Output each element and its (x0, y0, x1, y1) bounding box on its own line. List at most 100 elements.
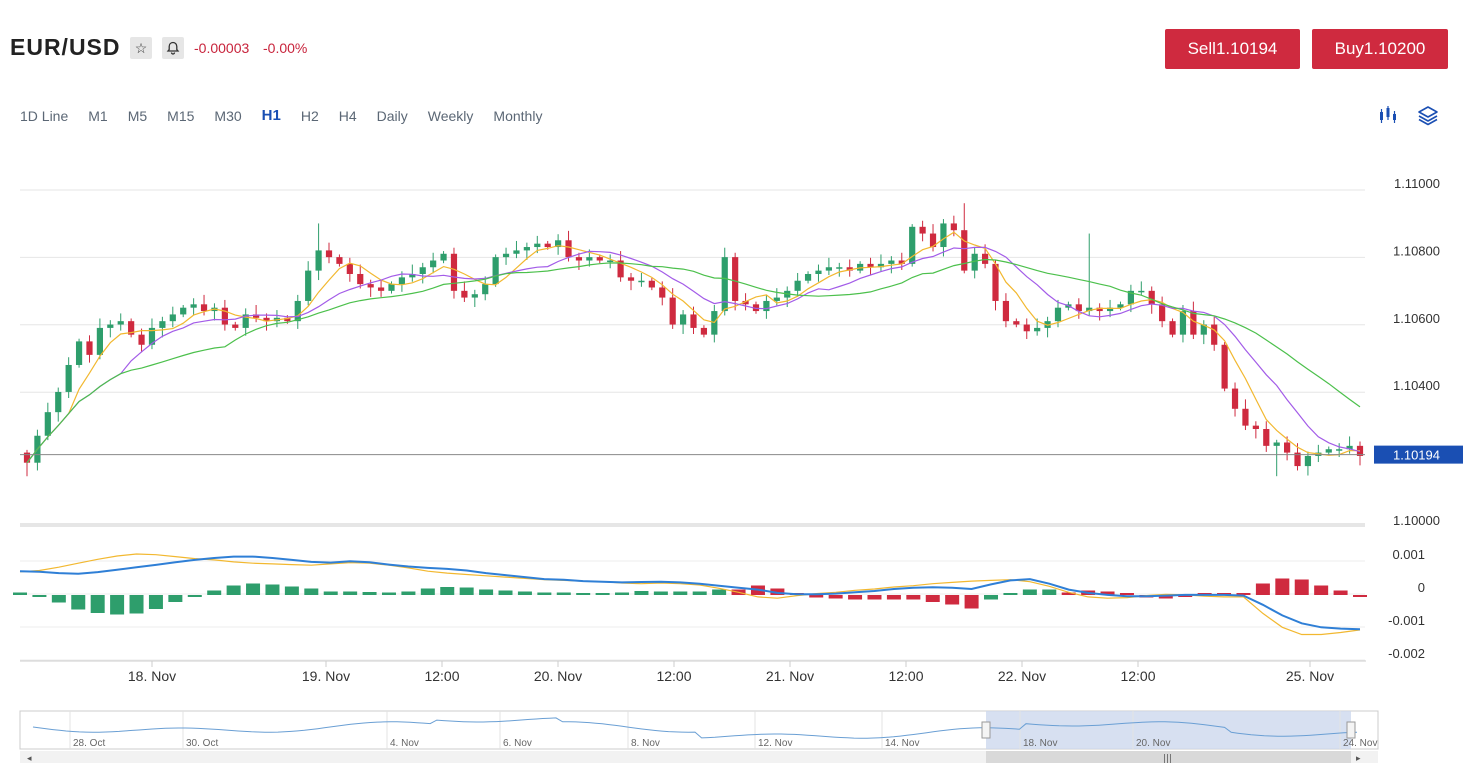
macd-histogram-bar (323, 591, 338, 595)
candle (398, 277, 406, 285)
candle (1346, 445, 1353, 450)
candle (836, 267, 843, 269)
header: EUR/USD ☆ -0.00003 -0.00% Sell1.10194 Bu… (0, 0, 1463, 95)
ma-mid-line (26, 246, 1361, 464)
macd-histogram-bar (576, 593, 591, 595)
macd-histogram-bar (712, 589, 727, 595)
tab-h2[interactable]: H2 (300, 108, 319, 124)
candle (742, 300, 749, 305)
x-tick-label: 18. Nov (128, 668, 176, 684)
sell-button[interactable]: Sell1.10194 (1165, 29, 1300, 69)
tab-monthly[interactable]: Monthly (493, 108, 543, 124)
candle (794, 280, 801, 291)
macd-histogram-bar (809, 595, 824, 598)
macd-histogram-bar (673, 591, 688, 595)
candle (1252, 425, 1259, 430)
candle (1117, 304, 1124, 308)
macd-histogram-bar (1333, 590, 1348, 595)
candle (773, 297, 780, 301)
candle (659, 287, 666, 298)
tab-m30[interactable]: M30 (214, 108, 242, 124)
price-change-pct: -0.00% (263, 40, 308, 56)
tab-h4[interactable]: H4 (338, 108, 357, 124)
macd-histogram-bar (90, 595, 105, 613)
macd-histogram-bar (381, 592, 396, 595)
macd-y-tick-label: -0.001 (1388, 613, 1425, 628)
candle (482, 284, 489, 295)
navigator-label: 18. Nov (1023, 738, 1057, 749)
buy-button[interactable]: Buy1.10200 (1312, 29, 1448, 69)
macd-histogram-bar (867, 595, 882, 600)
candle (232, 324, 239, 328)
candle (1273, 442, 1280, 446)
candle (263, 317, 270, 322)
macd-histogram-bar (1353, 595, 1367, 597)
navigator-label: 12. Nov (758, 738, 792, 749)
macd-histogram-bar (925, 595, 940, 602)
navigator-selection (986, 711, 1351, 749)
x-tick-label: 12:00 (424, 668, 459, 684)
candle (1231, 388, 1239, 409)
candle (55, 391, 62, 413)
macd-histogram-bar (187, 595, 202, 597)
candle (846, 267, 853, 271)
macd-histogram-bar (848, 595, 863, 600)
candle (221, 307, 228, 325)
candle (1263, 429, 1270, 446)
tab-m5[interactable]: M5 (127, 108, 148, 124)
candle (325, 250, 333, 258)
chart-type-icon[interactable] (1377, 104, 1399, 126)
candle (513, 250, 520, 254)
candle (1044, 321, 1051, 328)
candle (138, 334, 145, 345)
candle (1336, 449, 1343, 451)
candle (180, 307, 187, 315)
tab-m1[interactable]: M1 (88, 108, 108, 124)
candle (867, 263, 874, 268)
tab-h1[interactable]: H1 (261, 107, 281, 124)
candle (669, 297, 676, 325)
candle (909, 226, 916, 264)
tab-1d-line[interactable]: 1D Line (20, 108, 69, 124)
tab-weekly[interactable]: Weekly (427, 108, 474, 124)
tab-daily[interactable]: Daily (376, 108, 408, 124)
macd-histogram-bar (906, 595, 921, 600)
x-tick-label: 12:00 (888, 668, 923, 684)
bell-icon[interactable] (162, 37, 184, 59)
macd-histogram-bar (1236, 593, 1251, 595)
candle (1002, 300, 1010, 322)
candle (1200, 324, 1207, 335)
tab-m15[interactable]: M15 (167, 108, 195, 124)
candle (159, 321, 166, 328)
navigator-label: 8. Nov (631, 738, 660, 749)
candle (1034, 327, 1041, 332)
macd-histogram-bar (886, 595, 901, 600)
candle (607, 260, 614, 263)
candle (877, 263, 885, 268)
macd-histogram-bar (984, 595, 999, 600)
candle (732, 257, 739, 301)
candle (148, 327, 156, 345)
macd-histogram-bar (1119, 593, 1134, 595)
star-icon[interactable]: ☆ (130, 37, 152, 59)
macd-y-tick-label: 0.001 (1392, 547, 1425, 562)
macd-y-tick-label: 0 (1418, 580, 1425, 595)
macd-histogram-bar (1100, 591, 1115, 595)
candle (65, 364, 72, 392)
macd-histogram-bar (246, 583, 261, 595)
candle (929, 233, 937, 248)
candle (638, 280, 645, 283)
y-tick-label: 1.10000 (1393, 513, 1440, 528)
scroll-left-icon: ◂ (27, 754, 32, 764)
x-tick-label: 12:00 (1120, 668, 1155, 684)
layers-icon[interactable] (1417, 104, 1439, 126)
candle (1221, 344, 1228, 389)
macd-histogram-bar (964, 595, 979, 609)
candle (1086, 307, 1093, 312)
macd-histogram-bar (692, 591, 707, 595)
macd-histogram-bar (615, 592, 630, 595)
navigator-label: 20. Nov (1136, 738, 1170, 749)
candle (492, 257, 499, 285)
candle (1190, 311, 1197, 335)
